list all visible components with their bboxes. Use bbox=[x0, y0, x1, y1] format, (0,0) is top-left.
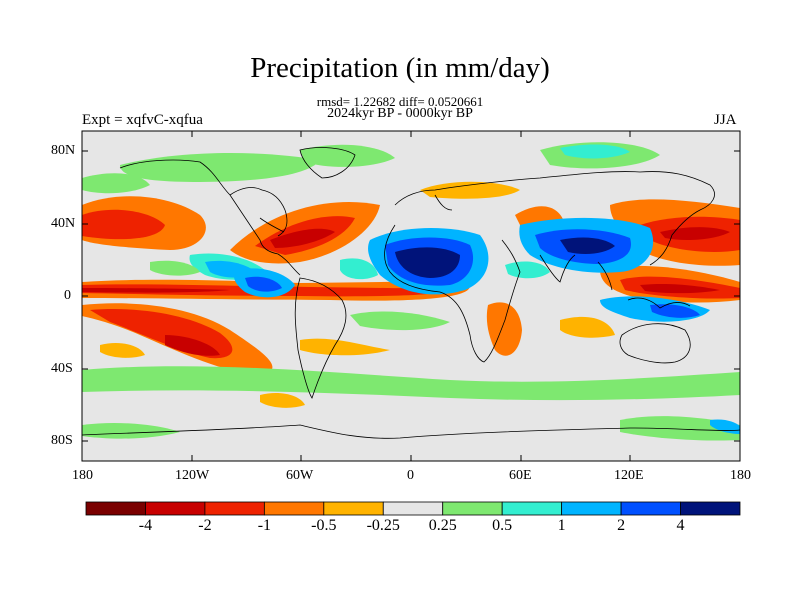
colorbar-label: 0.5 bbox=[492, 517, 513, 534]
colorbar-label: 0.25 bbox=[428, 517, 457, 534]
colorbar-swatch bbox=[680, 501, 741, 516]
lat-tick-label: 80S bbox=[51, 433, 73, 448]
lon-tick-label: 120W bbox=[175, 468, 210, 483]
colorbar-swatch bbox=[382, 501, 444, 516]
lat-tick-label: 40N bbox=[51, 216, 76, 231]
colorbar-swatch bbox=[263, 501, 325, 516]
colorbar-swatch bbox=[501, 501, 563, 516]
colorbar-swatch bbox=[620, 501, 681, 516]
anomaly-fields bbox=[82, 142, 740, 441]
stats-line: rmsd= 1.22682 diff= 0.0520661 bbox=[316, 94, 484, 109]
colorbar-swatch bbox=[323, 501, 384, 516]
lon-tick-label: 180 bbox=[730, 468, 751, 483]
colorbar-label: -4 bbox=[138, 517, 153, 534]
colorbar-label: 1 bbox=[557, 517, 566, 534]
lon-tick-label: 60E bbox=[509, 468, 532, 483]
lat-tick-label: 80N bbox=[51, 143, 76, 158]
colorbar-label: -0.25 bbox=[366, 517, 400, 534]
colorbar-label: 2 bbox=[617, 517, 626, 534]
colorbar-label: -2 bbox=[198, 517, 212, 534]
lat-tick-label: 0 bbox=[64, 288, 71, 303]
lon-tick-label: 0 bbox=[407, 468, 414, 483]
colorbar-swatch bbox=[561, 501, 622, 516]
colorbar-swatch bbox=[145, 501, 206, 516]
colorbar-label: -0.5 bbox=[311, 517, 337, 534]
colorbar bbox=[85, 501, 741, 516]
colorbar-swatch bbox=[204, 501, 265, 516]
colorbar-label: 4 bbox=[676, 517, 685, 534]
lon-tick-label: 180 bbox=[72, 468, 93, 483]
colorbar-swatch bbox=[85, 501, 146, 516]
colorbar-label: -1 bbox=[257, 517, 272, 534]
colorbar-swatch bbox=[442, 501, 503, 516]
lon-tick-label: 120E bbox=[614, 468, 644, 483]
coastlines bbox=[82, 147, 740, 439]
season-label: JJA bbox=[714, 112, 737, 128]
axis-ticks bbox=[82, 131, 740, 461]
period-line: 2024kyr BP - 0000kyr BP bbox=[327, 106, 473, 121]
chart-title: Precipitation (in mm/day) bbox=[250, 52, 550, 84]
experiment-label: Expt = xqfvC-xqfua bbox=[82, 112, 203, 128]
lat-tick-label: 40S bbox=[51, 361, 73, 376]
lon-tick-label: 60W bbox=[286, 468, 314, 483]
